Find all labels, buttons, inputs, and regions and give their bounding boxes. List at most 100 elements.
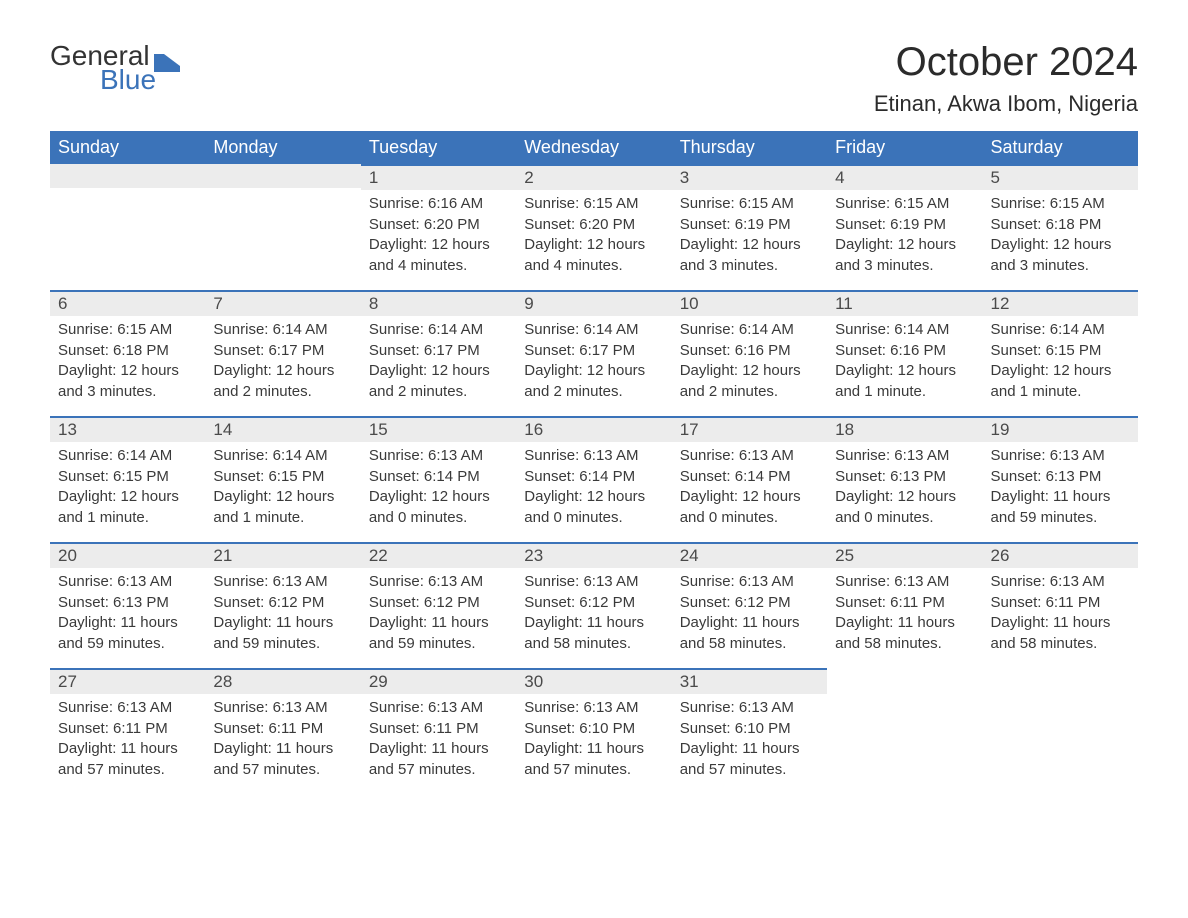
day-wrap: 14Sunrise: 6:14 AMSunset: 6:15 PMDayligh… [205,416,360,536]
calendar-cell: 25 Sunrise: 6:13 AMSunset: 6:11 PMDayligh… [827,542,982,668]
day-wrap: 5 Sunrise: 6:15 AMSunset: 6:18 PMDaylight… [983,164,1138,284]
calendar-cell: 5 Sunrise: 6:15 AMSunset: 6:18 PMDaylight… [983,164,1138,290]
calendar-cell [50,164,205,290]
calendar-cell: 28Sunrise: 6:13 AMSunset: 6:11 PMDayligh… [205,668,360,794]
day-line-ss: Sunset: 6:12 PM [213,593,352,613]
day-line-ss: Sunset: 6:11 PM [835,593,974,613]
day-line-d2: and 59 minutes. [991,508,1130,528]
day-number: 24 [672,544,827,568]
day-body: Sunrise: 6:14 AMSunset: 6:15 PMDaylight:… [983,316,1138,410]
calendar-cell: 10Sunrise: 6:14 AMSunset: 6:16 PMDayligh… [672,290,827,416]
calendar-table: SundayMondayTuesdayWednesdayThursdayFrid… [50,131,1138,794]
day-line-sr: Sunrise: 6:14 AM [991,320,1130,340]
day-number: 18 [827,418,982,442]
day-wrap: 19Sunrise: 6:13 AMSunset: 6:13 PMDayligh… [983,416,1138,536]
day-line-d1: Daylight: 11 hours [524,613,663,633]
day-line-sr: Sunrise: 6:13 AM [524,446,663,466]
day-line-d1: Daylight: 11 hours [680,739,819,759]
day-line-ss: Sunset: 6:18 PM [991,215,1130,235]
day-number: 9 [516,292,671,316]
day-line-sr: Sunrise: 6:14 AM [835,320,974,340]
day-line-d2: and 0 minutes. [835,508,974,528]
day-line-ss: Sunset: 6:11 PM [213,719,352,739]
day-line-d1: Daylight: 11 hours [835,613,974,633]
day-wrap: 26Sunrise: 6:13 AMSunset: 6:11 PMDayligh… [983,542,1138,662]
day-line-sr: Sunrise: 6:13 AM [213,572,352,592]
day-line-d2: and 57 minutes. [58,760,197,780]
calendar-cell: 18Sunrise: 6:13 AMSunset: 6:13 PMDayligh… [827,416,982,542]
weekday-header: Friday [827,131,982,164]
day-line-ss: Sunset: 6:14 PM [680,467,819,487]
weekday-row: SundayMondayTuesdayWednesdayThursdayFrid… [50,131,1138,164]
location-subtitle: Etinan, Akwa Ibom, Nigeria [874,91,1138,117]
day-body: Sunrise: 6:13 AMSunset: 6:11 PMDaylight:… [50,694,205,788]
day-line-ss: Sunset: 6:19 PM [835,215,974,235]
day-line-d2: and 58 minutes. [835,634,974,654]
day-number: 26 [983,544,1138,568]
day-line-d2: and 58 minutes. [524,634,663,654]
calendar-cell: 7Sunrise: 6:14 AMSunset: 6:17 PMDaylight… [205,290,360,416]
day-body: Sunrise: 6:14 AMSunset: 6:17 PMDaylight:… [361,316,516,410]
day-body: Sunrise: 6:14 AMSunset: 6:15 PMDaylight:… [50,442,205,536]
day-body: Sunrise: 6:15 AMSunset: 6:20 PMDaylight:… [516,190,671,284]
calendar-cell: 26Sunrise: 6:13 AMSunset: 6:11 PMDayligh… [983,542,1138,668]
day-line-d2: and 57 minutes. [213,760,352,780]
day-line-sr: Sunrise: 6:16 AM [369,194,508,214]
day-line-ss: Sunset: 6:18 PM [58,341,197,361]
day-line-sr: Sunrise: 6:14 AM [213,320,352,340]
day-number: 25 [827,544,982,568]
day-line-d2: and 2 minutes. [524,382,663,402]
day-line-d1: Daylight: 12 hours [835,235,974,255]
calendar-week: 6Sunrise: 6:15 AMSunset: 6:18 PMDaylight… [50,290,1138,416]
day-line-sr: Sunrise: 6:13 AM [835,446,974,466]
day-line-d1: Daylight: 12 hours [524,235,663,255]
day-wrap: 25 Sunrise: 6:13 AMSunset: 6:11 PMDayligh… [827,542,982,662]
calendar-cell: 30Sunrise: 6:13 AMSunset: 6:10 PMDayligh… [516,668,671,794]
day-body: Sunrise: 6:14 AMSunset: 6:15 PMDaylight:… [205,442,360,536]
calendar-cell: 14Sunrise: 6:14 AMSunset: 6:15 PMDayligh… [205,416,360,542]
day-wrap: 17Sunrise: 6:13 AMSunset: 6:14 PMDayligh… [672,416,827,536]
day-line-sr: Sunrise: 6:13 AM [58,572,197,592]
day-body: Sunrise: 6:13 AMSunset: 6:12 PMDaylight:… [672,568,827,662]
day-wrap-empty [205,164,360,188]
day-line-d2: and 57 minutes. [369,760,508,780]
day-wrap: 18Sunrise: 6:13 AMSunset: 6:13 PMDayligh… [827,416,982,536]
day-line-sr: Sunrise: 6:13 AM [835,572,974,592]
day-line-ss: Sunset: 6:10 PM [524,719,663,739]
day-line-sr: Sunrise: 6:15 AM [991,194,1130,214]
day-body: Sunrise: 6:13 AMSunset: 6:11 PMDaylight:… [983,568,1138,662]
day-number: 5 [983,166,1138,190]
day-wrap: 24Sunrise: 6:13 AMSunset: 6:12 PMDayligh… [672,542,827,662]
day-line-sr: Sunrise: 6:13 AM [680,572,819,592]
day-line-d1: Daylight: 12 hours [58,487,197,507]
day-line-d2: and 59 minutes. [58,634,197,654]
day-body: Sunrise: 6:15 AMSunset: 6:18 PMDaylight:… [50,316,205,410]
day-number: 13 [50,418,205,442]
day-line-d2: and 57 minutes. [524,760,663,780]
calendar-cell: 16Sunrise: 6:13 AMSunset: 6:14 PMDayligh… [516,416,671,542]
day-line-ss: Sunset: 6:12 PM [369,593,508,613]
day-number: 21 [205,544,360,568]
weekday-header: Monday [205,131,360,164]
day-line-d1: Daylight: 12 hours [524,361,663,381]
day-line-d2: and 1 minute. [991,382,1130,402]
day-line-d1: Daylight: 12 hours [991,235,1130,255]
weekday-header: Sunday [50,131,205,164]
day-body: Sunrise: 6:13 AMSunset: 6:12 PMDaylight:… [361,568,516,662]
day-body: Sunrise: 6:13 AMSunset: 6:10 PMDaylight:… [516,694,671,788]
day-line-d1: Daylight: 12 hours [991,361,1130,381]
day-line-ss: Sunset: 6:13 PM [835,467,974,487]
day-wrap: 28Sunrise: 6:13 AMSunset: 6:11 PMDayligh… [205,668,360,788]
day-line-sr: Sunrise: 6:15 AM [835,194,974,214]
empty-daynum [50,164,205,188]
day-body: Sunrise: 6:13 AMSunset: 6:11 PMDaylight:… [205,694,360,788]
day-body: Sunrise: 6:13 AMSunset: 6:14 PMDaylight:… [361,442,516,536]
day-line-d2: and 3 minutes. [680,256,819,276]
day-line-ss: Sunset: 6:12 PM [680,593,819,613]
day-line-d2: and 3 minutes. [835,256,974,276]
calendar-body: 1Sunrise: 6:16 AMSunset: 6:20 PMDaylight… [50,164,1138,794]
calendar-cell: 19Sunrise: 6:13 AMSunset: 6:13 PMDayligh… [983,416,1138,542]
day-line-d2: and 4 minutes. [524,256,663,276]
calendar-week: 1Sunrise: 6:16 AMSunset: 6:20 PMDaylight… [50,164,1138,290]
day-line-ss: Sunset: 6:13 PM [991,467,1130,487]
